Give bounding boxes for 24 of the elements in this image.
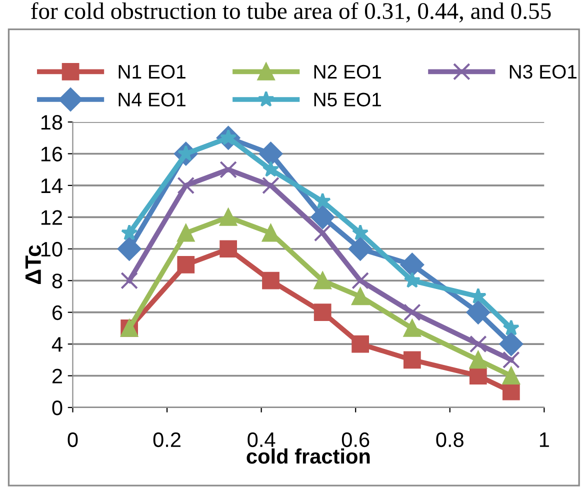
y-tick-label: 14 <box>41 178 62 193</box>
y-tick-label: 8 <box>52 274 62 288</box>
x-tick-label: 0 <box>68 432 78 448</box>
text: for cold obstruction to tube area of 0.31, 0.44, and 0.55 <box>31 2 551 22</box>
y-axis-title: ΔTc <box>26 245 42 284</box>
y-tick-label: 2 <box>52 368 62 384</box>
legend-label: N1 EO1 <box>118 64 186 79</box>
x-tick-label: 0.8 <box>436 432 464 448</box>
y-tick-label: 6 <box>52 305 62 320</box>
x-tick-label: 0.4 <box>248 432 276 448</box>
y-tick-label: 12 <box>41 210 62 225</box>
legend-label: N4 EO1 <box>118 92 186 106</box>
y-tick-label: 18 <box>41 115 62 130</box>
y-tick-label: 4 <box>52 337 62 352</box>
x-tick-label: 0.6 <box>342 432 370 448</box>
y-tick-label: 10 <box>41 242 62 257</box>
x-tick-label: 1 <box>540 432 549 447</box>
x-axis-title: cold fraction <box>246 448 370 464</box>
legend-label: N5 EO1 <box>314 92 381 106</box>
legend-label: N2 EO1 <box>314 64 381 79</box>
y-tick-label: 16 <box>41 146 62 162</box>
y-tick-label: 0 <box>52 400 62 416</box>
legend-label: N3 EO1 <box>510 64 577 79</box>
x-tick-label: 0.2 <box>153 432 180 448</box>
